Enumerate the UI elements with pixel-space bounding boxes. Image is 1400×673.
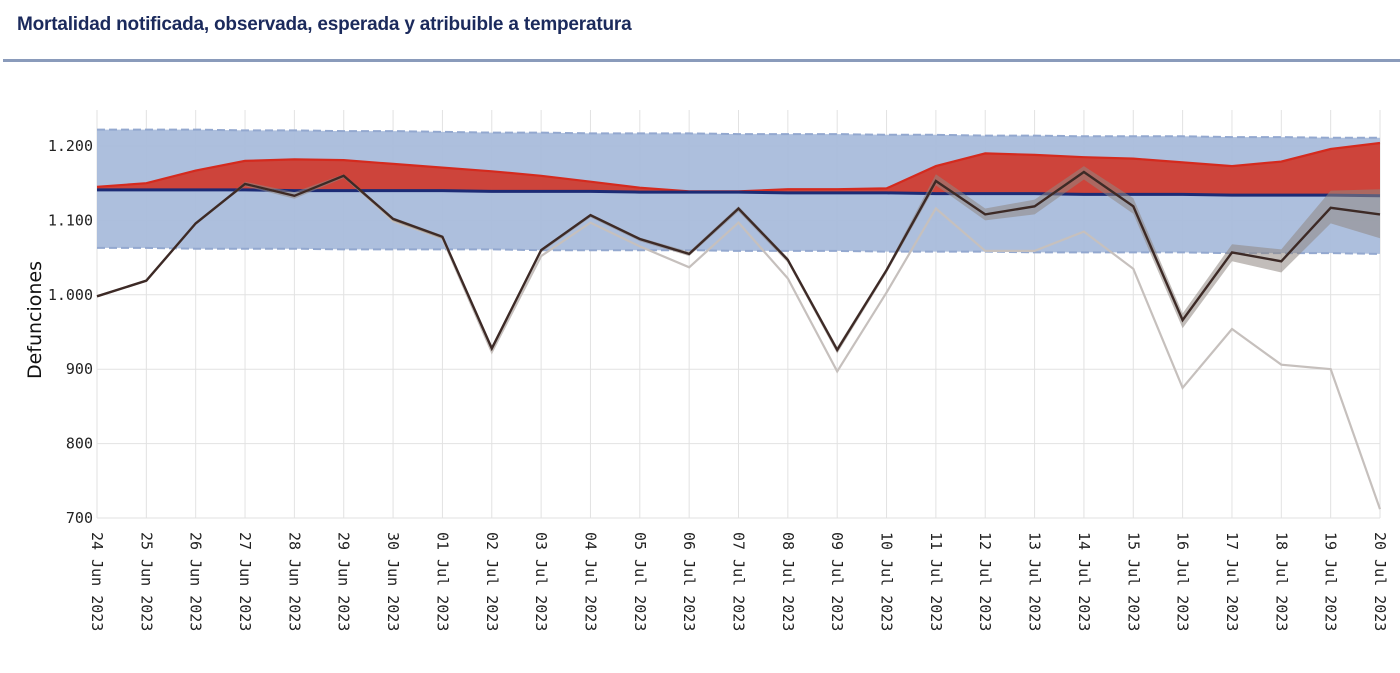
x-tick-label: 04 Jul 2023 bbox=[581, 532, 599, 631]
x-tick-label: 27 Jun 2023 bbox=[236, 532, 254, 631]
x-tick-label: 07 Jul 2023 bbox=[730, 532, 748, 631]
x-tick-label: 14 Jul 2023 bbox=[1075, 532, 1093, 631]
x-tick-label: 06 Jul 2023 bbox=[680, 532, 698, 631]
x-tick-label: 29 Jun 2023 bbox=[335, 532, 353, 631]
x-tick-label: 09 Jul 2023 bbox=[828, 532, 846, 631]
y-tick-label: 800 bbox=[66, 435, 93, 453]
x-tick-label: 25 Jun 2023 bbox=[137, 532, 155, 631]
x-tick-label: 24 Jun 2023 bbox=[88, 532, 106, 631]
x-tick-label: 20 Jul 2023 bbox=[1371, 532, 1389, 631]
title-divider bbox=[3, 59, 1400, 62]
x-tick-label: 16 Jul 2023 bbox=[1174, 532, 1192, 631]
y-tick-label: 700 bbox=[66, 509, 93, 527]
x-tick-label: 03 Jul 2023 bbox=[532, 532, 550, 631]
x-tick-label: 26 Jun 2023 bbox=[187, 532, 205, 631]
x-tick-label: 28 Jun 2023 bbox=[285, 532, 303, 631]
x-tick-label: 12 Jul 2023 bbox=[976, 532, 994, 631]
x-tick-label: 05 Jul 2023 bbox=[631, 532, 649, 631]
x-tick-label: 11 Jul 2023 bbox=[927, 532, 945, 631]
x-tick-label: 02 Jul 2023 bbox=[483, 532, 501, 631]
x-tick-label: 01 Jul 2023 bbox=[433, 532, 451, 631]
expected-band-lower-edge bbox=[97, 246, 1381, 255]
y-tick-label: 1.000 bbox=[48, 286, 93, 304]
y-axis-label: Defunciones bbox=[24, 261, 46, 379]
chart-title: Mortalidad notificada, observada, espera… bbox=[17, 14, 632, 35]
x-tick-label: 15 Jul 2023 bbox=[1124, 532, 1142, 631]
x-tick-label: 18 Jul 2023 bbox=[1272, 532, 1290, 631]
y-tick-label: 1.200 bbox=[48, 137, 93, 155]
x-tick-label: 19 Jul 2023 bbox=[1322, 532, 1340, 631]
x-tick-label: 30 Jun 2023 bbox=[384, 532, 402, 631]
x-tick-label: 10 Jul 2023 bbox=[878, 532, 896, 631]
x-tick-label: 08 Jul 2023 bbox=[779, 532, 797, 631]
x-tick-label: 17 Jul 2023 bbox=[1223, 532, 1241, 631]
observed-line bbox=[96, 170, 1381, 353]
y-tick-label: 1.100 bbox=[48, 211, 93, 229]
y-tick-label: 900 bbox=[66, 360, 93, 378]
expected-band-upper-edge bbox=[97, 128, 1380, 139]
x-tick-label: 13 Jul 2023 bbox=[1026, 532, 1044, 631]
